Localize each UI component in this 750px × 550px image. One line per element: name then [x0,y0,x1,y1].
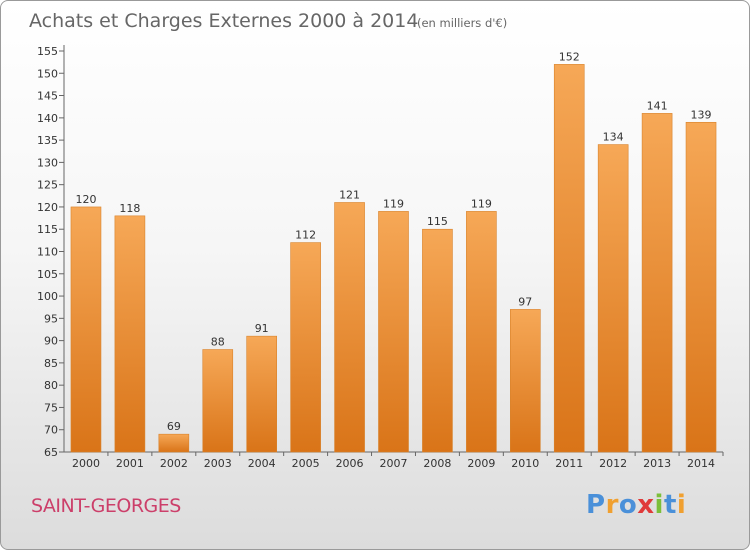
bar [334,202,365,453]
bar [509,309,541,453]
x-tick-label: 2009 [467,457,495,470]
chart-bars: 120 118 69 88 91 112 121 119 115 119 97 152 134 141 13… [70,50,717,453]
y-tick-label: 150 [37,67,58,80]
bar [597,144,629,453]
data-label: 119 [471,197,492,210]
y-tick-label: 125 [37,179,58,192]
y-tick-label: 140 [37,112,58,125]
data-label: 91 [255,322,269,335]
bar [70,206,102,453]
x-tick-label: 2002 [160,457,188,470]
y-tick-label: 80 [44,379,58,392]
y-tick-label: 85 [44,357,58,370]
x-tick-label: 2010 [511,457,539,470]
data-label: 115 [427,215,448,228]
x-tick-label: 2012 [599,457,627,470]
x-tick-label: 2005 [292,457,320,470]
y-tick-label: 100 [37,290,58,303]
y-tick-label: 105 [37,268,58,281]
logo-letter: i [676,490,687,520]
bar [246,335,277,453]
data-label: 121 [339,188,360,201]
logo-letter: i [654,490,664,520]
proxiti-logo: Proxiti [586,490,686,520]
commune-name: SAINT-GEORGES [31,495,181,517]
y-tick-label: 145 [37,90,58,103]
data-label: 120 [75,193,96,206]
data-label: 119 [383,197,404,210]
y-tick-label: 110 [37,246,58,259]
data-label: 141 [647,99,668,112]
bar [685,121,717,453]
x-tick-label: 2006 [336,457,364,470]
x-tick-label: 2007 [380,457,408,470]
y-tick-label: 120 [37,201,58,214]
logo-letter: x [637,490,655,520]
chart-subtitle: (en milliers d'€) [417,16,507,30]
bar [202,349,234,453]
x-tick-label: 2001 [116,457,144,470]
y-tick-label: 90 [44,335,58,348]
data-label: 152 [559,50,580,63]
bar [378,211,409,453]
data-label: 139 [691,108,712,121]
x-tick-label: 2011 [555,457,583,470]
bar [641,113,673,453]
data-label: 134 [603,131,624,144]
y-tick-label: 155 [37,45,58,58]
y-tick-label: 75 [44,401,58,414]
y-tick-label: 130 [37,156,58,169]
x-tick-label: 2013 [643,457,671,470]
bar [553,64,585,453]
bar [114,215,146,453]
x-tick-label: 2003 [204,457,232,470]
y-tick-label: 65 [44,446,58,459]
bar [466,211,497,453]
bar [158,433,190,453]
data-label: 69 [167,420,181,433]
y-tick-label: 115 [37,223,58,236]
data-label: 88 [211,336,225,349]
logo-letter: r [605,490,619,520]
x-tick-label: 2008 [423,457,451,470]
x-tick-label: 2004 [248,457,276,470]
data-label: 118 [119,202,140,215]
chart-title: Achats et Charges Externes 2000 à 2014 [29,10,418,32]
y-tick-label: 135 [37,134,58,147]
logo-letter: o [618,490,638,520]
bar [290,242,321,453]
data-label: 97 [518,295,532,308]
y-tick-label: 70 [44,424,58,437]
bar [422,228,453,453]
data-label: 112 [295,229,316,242]
x-tick-label: 2014 [687,457,715,470]
chart-axes: 65 70 75 80 85 90 95 100 105 110 115 120 125 130 135 14… [37,45,724,470]
logo-letter: t [663,490,677,520]
y-tick-label: 95 [44,312,58,325]
x-tick-label: 2000 [72,457,100,470]
logo-letter: P [586,490,606,520]
